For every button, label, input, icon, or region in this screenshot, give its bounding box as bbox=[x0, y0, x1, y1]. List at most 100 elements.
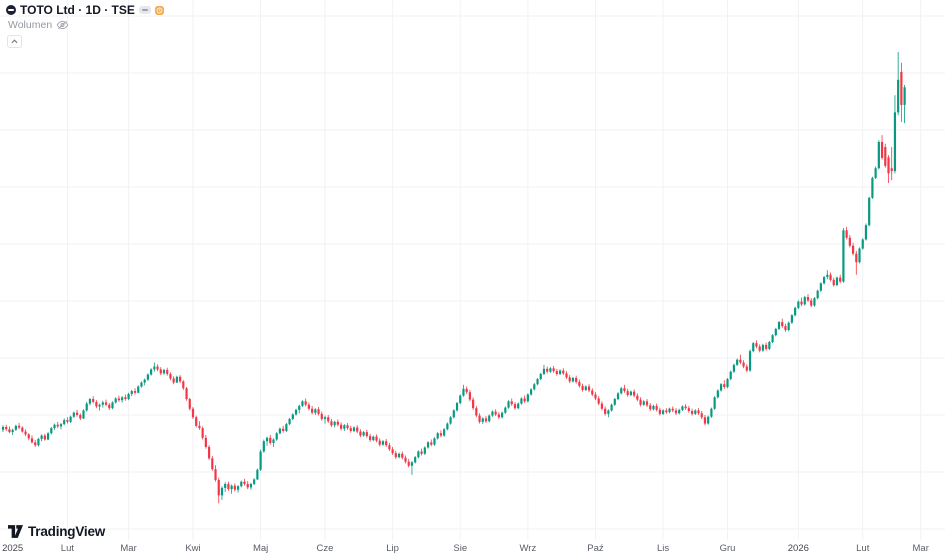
candle-body bbox=[823, 277, 826, 284]
candle-body bbox=[855, 253, 858, 263]
candle-body bbox=[700, 413, 703, 418]
candle-body bbox=[8, 429, 11, 433]
candle-body bbox=[285, 424, 288, 431]
candle-body bbox=[851, 245, 855, 254]
candle-body bbox=[703, 417, 707, 424]
candle-body bbox=[30, 438, 34, 443]
candle-body bbox=[188, 399, 191, 409]
time-axis-label: 2026 bbox=[787, 543, 809, 554]
candle-body bbox=[826, 274, 829, 278]
candle-body bbox=[497, 414, 500, 418]
candle-body bbox=[459, 395, 462, 404]
candle-body bbox=[884, 147, 887, 166]
candle-body bbox=[320, 413, 323, 419]
candle-body bbox=[462, 388, 465, 396]
candle-body bbox=[645, 401, 649, 406]
candle-body bbox=[623, 388, 626, 392]
candle-body bbox=[378, 440, 381, 445]
eye-hidden-icon[interactable] bbox=[56, 20, 69, 30]
candle-body bbox=[317, 409, 320, 414]
market-status-icon[interactable] bbox=[154, 5, 164, 15]
candle-body bbox=[191, 408, 195, 418]
candle-body bbox=[620, 388, 623, 394]
time-axis[interactable]: 2025 Lut Mar Kwi Maj Cze Lip Sie Wrz Paź Lis Gru 202… bbox=[0, 540, 945, 556]
candle-body bbox=[745, 366, 748, 371]
tradingview-logo-icon bbox=[8, 525, 23, 538]
candle-body bbox=[278, 428, 282, 434]
candle-body bbox=[368, 436, 372, 441]
candle-body bbox=[201, 428, 204, 438]
candle-body bbox=[66, 420, 69, 422]
indicator-label[interactable]: Wolumen bbox=[8, 19, 53, 31]
candle-body bbox=[533, 384, 536, 390]
time-axis-label: Kwi bbox=[185, 543, 201, 554]
candle-body bbox=[687, 408, 690, 412]
candle-body bbox=[50, 428, 53, 434]
candle-body bbox=[655, 405, 658, 410]
candle-body bbox=[301, 401, 304, 406]
candle-body bbox=[552, 368, 555, 372]
candle-body bbox=[410, 462, 414, 466]
candle-body bbox=[11, 429, 14, 433]
candle-body bbox=[501, 412, 504, 418]
candle-body bbox=[311, 408, 314, 413]
candle-body bbox=[420, 451, 423, 454]
candle-body bbox=[156, 366, 159, 370]
time-axis-label: Paź bbox=[587, 543, 604, 554]
candle-body bbox=[137, 386, 140, 393]
candle-body bbox=[314, 409, 317, 413]
candle-body bbox=[565, 373, 568, 378]
candle-body bbox=[114, 398, 117, 403]
candle-body bbox=[1, 426, 5, 430]
candle-body bbox=[130, 391, 133, 394]
clock-icon bbox=[156, 6, 163, 14]
candle-body bbox=[256, 469, 259, 480]
time-axis-label: Maj bbox=[252, 543, 269, 554]
candle-body bbox=[14, 425, 17, 430]
candle-body bbox=[291, 414, 294, 419]
candle-body bbox=[43, 435, 46, 440]
candle-body bbox=[839, 277, 842, 282]
collapse-legend-button[interactable] bbox=[7, 35, 22, 48]
candle-body bbox=[794, 307, 797, 316]
candle-body bbox=[861, 239, 864, 249]
candle-body bbox=[549, 368, 552, 372]
candle-body bbox=[140, 382, 143, 387]
candle-body bbox=[732, 364, 736, 372]
candle-body bbox=[298, 405, 301, 410]
candle-body bbox=[37, 438, 40, 446]
candle-body bbox=[381, 441, 385, 445]
minus-badge-icon[interactable] bbox=[138, 6, 151, 14]
candle-body bbox=[758, 346, 761, 351]
candle-body bbox=[858, 248, 861, 263]
candle-body bbox=[85, 403, 88, 411]
candle-body bbox=[417, 451, 420, 458]
symbol-title[interactable]: TOTO Ltd · 1D · TSE bbox=[20, 3, 135, 17]
candle-body bbox=[401, 453, 404, 458]
candle-body bbox=[513, 404, 517, 409]
candle-body bbox=[356, 427, 359, 432]
tradingview-logo[interactable]: TradingView bbox=[8, 524, 105, 539]
candle-body bbox=[568, 377, 571, 382]
candle-body bbox=[848, 237, 851, 246]
candle-body bbox=[890, 168, 893, 172]
candle-body bbox=[893, 112, 897, 172]
candle-body bbox=[246, 483, 249, 488]
candle-body bbox=[265, 437, 269, 442]
candle-body bbox=[362, 432, 365, 436]
time-axis-label: Lut bbox=[856, 543, 870, 554]
candle-body bbox=[153, 366, 156, 370]
candle-body bbox=[832, 279, 835, 286]
candle-wick bbox=[891, 147, 893, 181]
candle-body bbox=[591, 390, 594, 395]
candle-body bbox=[236, 486, 240, 490]
candle-body bbox=[897, 79, 900, 113]
symbol-logo-icon bbox=[6, 5, 16, 15]
candle-body bbox=[726, 379, 729, 388]
candle-body bbox=[681, 406, 684, 410]
candle-body bbox=[668, 408, 671, 413]
candle-body bbox=[262, 441, 265, 452]
candle-body bbox=[787, 322, 790, 331]
candle-body bbox=[146, 374, 149, 380]
